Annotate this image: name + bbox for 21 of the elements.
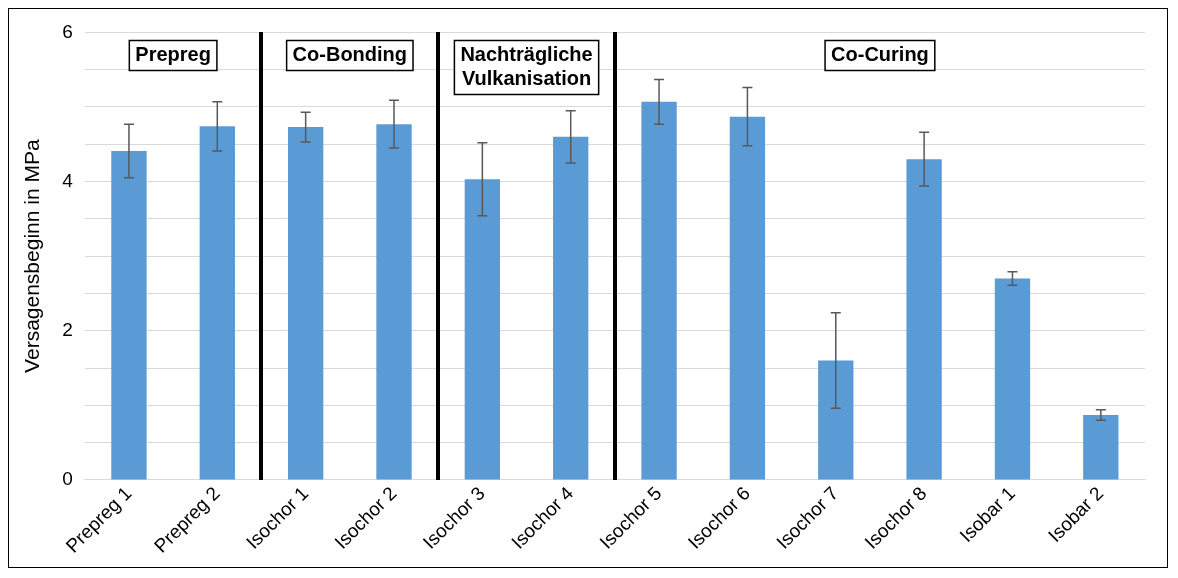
annotation: Co-Bonding	[292, 42, 408, 65]
y-axis-title: Versagensbeginn in MPa	[20, 139, 44, 373]
bar	[1083, 414, 1119, 480]
y-tick-label: 4	[62, 169, 74, 191]
bar	[729, 116, 766, 480]
annotation: Prepreg	[135, 42, 211, 65]
bar	[111, 150, 147, 480]
y-tick-label: 2	[62, 318, 73, 340]
bar	[553, 136, 589, 480]
bar	[199, 126, 235, 480]
annotation: Co-Curing	[831, 42, 929, 65]
y-tick-label: 6	[62, 20, 73, 42]
annotation: Nachträgliche Vulkanisation	[460, 42, 593, 89]
y-tick-label: 0	[62, 468, 73, 490]
bar	[994, 278, 1031, 480]
bar	[818, 360, 854, 480]
bar	[287, 127, 324, 480]
bar	[641, 101, 677, 480]
bar	[376, 124, 412, 480]
bar	[464, 179, 501, 480]
bar	[906, 159, 942, 480]
